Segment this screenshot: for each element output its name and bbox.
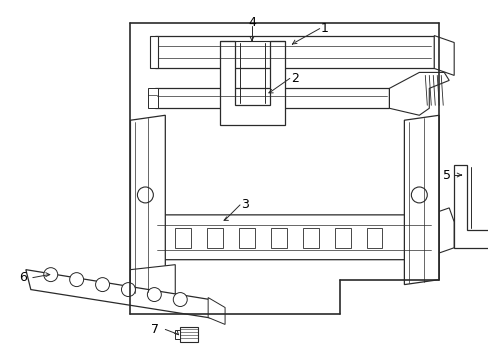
Polygon shape [302,228,318,248]
Text: 6: 6 [19,271,27,284]
Text: 2: 2 [290,72,298,85]
Circle shape [69,273,83,287]
Polygon shape [239,228,254,248]
Circle shape [173,293,187,306]
Text: 4: 4 [247,16,255,29]
Circle shape [410,187,427,203]
Text: 5: 5 [442,168,450,181]
Polygon shape [388,72,448,115]
Polygon shape [175,228,191,248]
Circle shape [44,268,58,282]
Polygon shape [453,165,488,248]
Text: 1: 1 [320,22,328,35]
Polygon shape [207,228,223,248]
Text: 7: 7 [151,323,159,336]
Polygon shape [26,270,220,319]
Polygon shape [220,41,285,125]
Polygon shape [208,298,224,324]
Circle shape [147,288,161,302]
Polygon shape [150,36,158,68]
Text: 3: 3 [241,198,248,211]
Polygon shape [155,36,433,68]
Polygon shape [428,208,453,255]
Polygon shape [130,265,175,300]
Circle shape [137,187,153,203]
Polygon shape [366,228,382,248]
Polygon shape [155,215,433,260]
Circle shape [95,278,109,292]
Circle shape [121,283,135,297]
Polygon shape [180,328,198,342]
Polygon shape [155,88,388,108]
Polygon shape [334,228,350,248]
Polygon shape [148,88,158,108]
Polygon shape [433,36,453,75]
Polygon shape [148,215,157,260]
Polygon shape [270,228,286,248]
Polygon shape [175,330,180,339]
Polygon shape [404,115,438,285]
Polygon shape [130,115,165,294]
